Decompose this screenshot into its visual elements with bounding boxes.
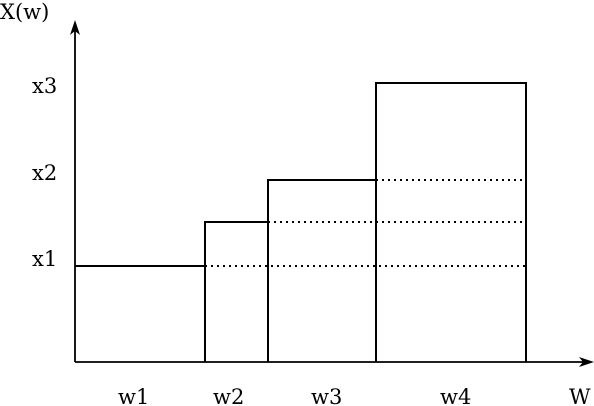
block-w3 — [267, 179, 377, 362]
x-tick-w1: w1 — [118, 385, 149, 406]
x-tick-w4: w4 — [440, 385, 471, 406]
x-tick-w3: w3 — [311, 385, 342, 406]
block-w1 — [75, 265, 206, 362]
block-w2 — [204, 221, 269, 362]
x-axis-label: W — [569, 385, 591, 406]
y-axis-arrowhead — [70, 20, 80, 35]
y-tick-x2: x2 — [32, 161, 57, 185]
y-axis-label: X(w) — [0, 0, 49, 24]
x-tick-w2: w2 — [213, 385, 244, 406]
y-tick-x3: x3 — [32, 74, 57, 98]
x-axis-arrowhead — [579, 357, 594, 367]
y-tick-x1: x1 — [32, 247, 57, 271]
